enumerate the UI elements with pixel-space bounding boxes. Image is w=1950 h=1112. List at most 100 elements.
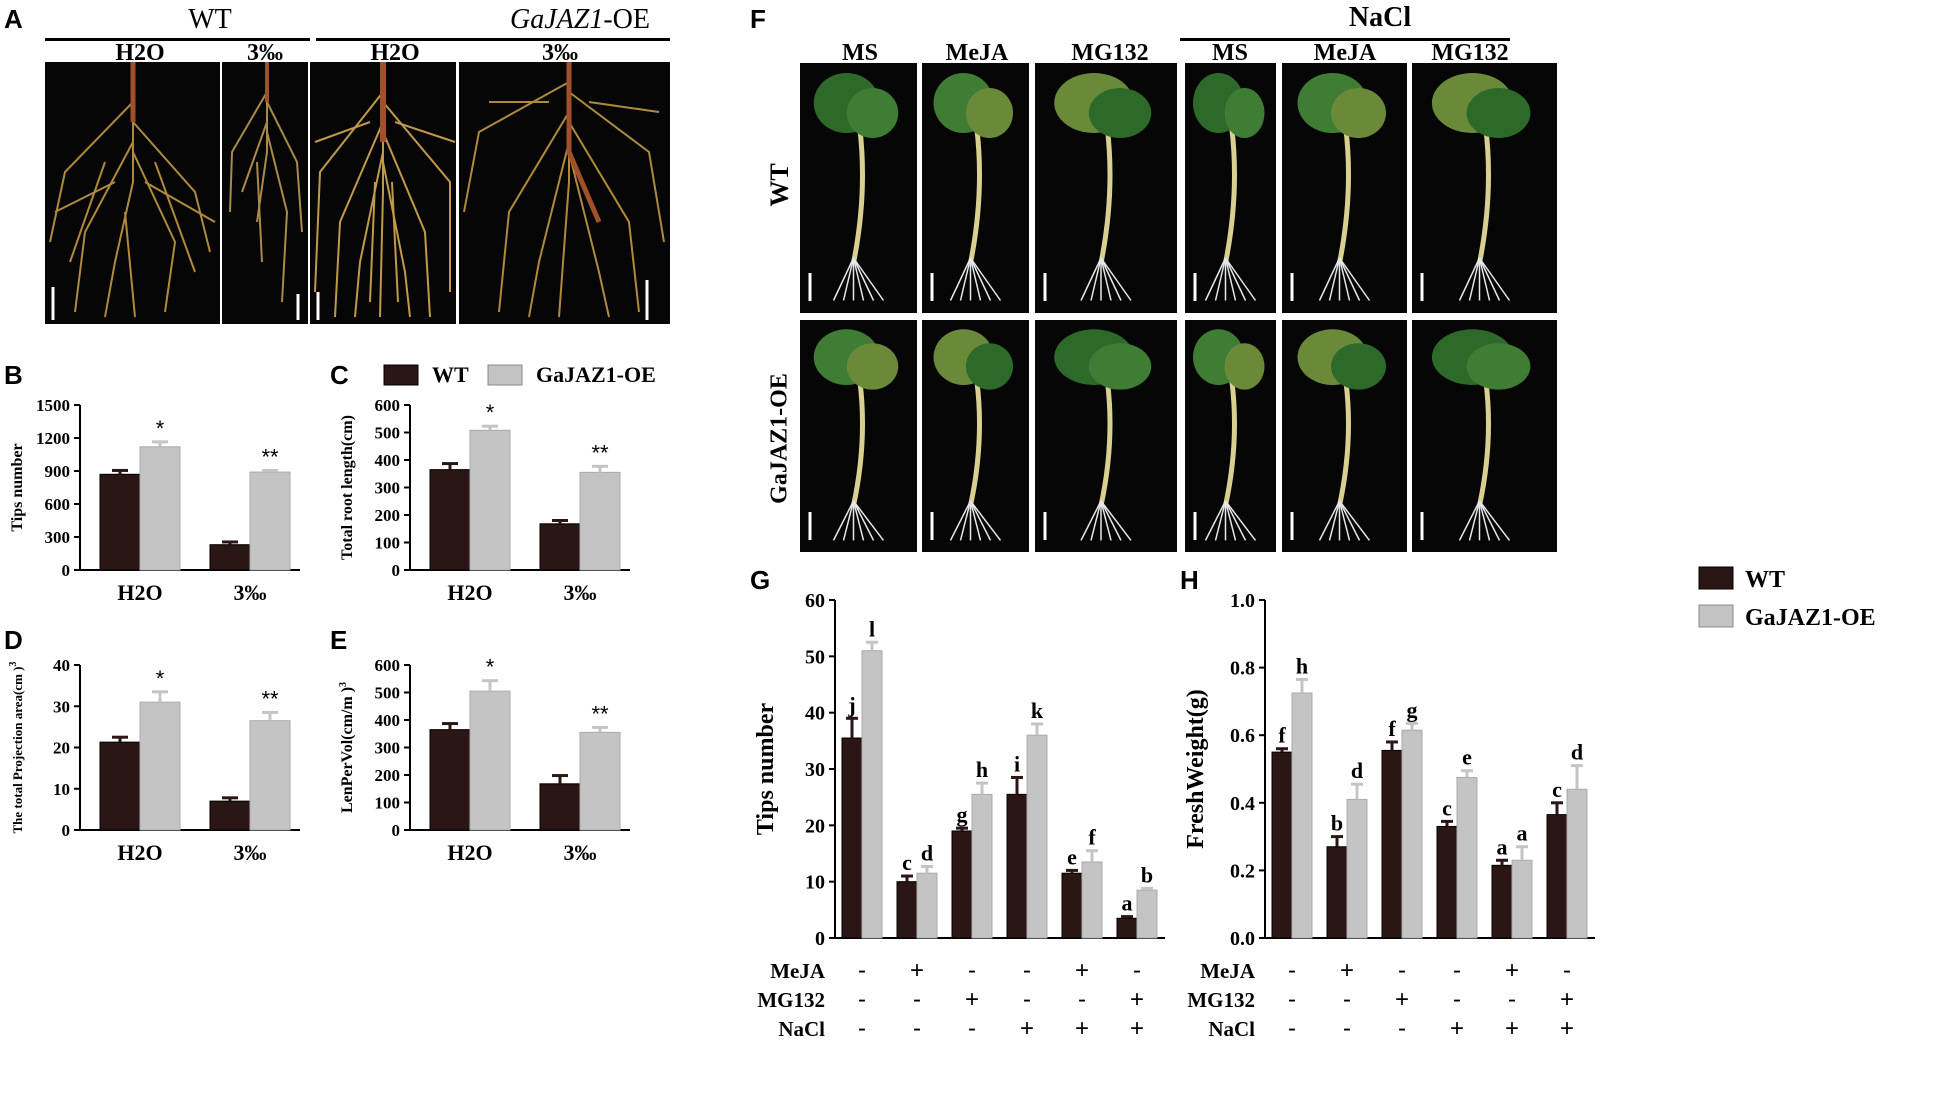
seedling-leaf — [1088, 88, 1152, 138]
seedling-root — [949, 257, 972, 301]
seedling-root — [1090, 257, 1102, 301]
seedling-root — [969, 500, 982, 541]
treatment-symbol: + — [1075, 1015, 1089, 1042]
bar-wt — [539, 783, 581, 831]
x-tick-label: 3‰ — [564, 840, 597, 865]
root-drawing — [314, 62, 456, 320]
legend-oe-label: GaJAZ1-OE — [536, 362, 656, 387]
seedling-root — [1100, 500, 1122, 541]
treatment-symbol: + — [1020, 1015, 1034, 1042]
bar-oe — [1456, 776, 1478, 939]
seedling-root — [1468, 257, 1481, 301]
treatment-symbol: - — [968, 957, 976, 984]
y-tick-label: 50 — [805, 646, 825, 668]
y-tick-label: 200 — [375, 766, 401, 785]
significance-letter: e — [1067, 844, 1077, 869]
treatment-label: NaCl — [1208, 1017, 1255, 1041]
seedling-photo-r2-c6 — [1412, 320, 1557, 552]
bar-wt — [1116, 917, 1138, 939]
seedling-leaf — [1331, 88, 1386, 138]
significance-mark: ** — [261, 444, 279, 469]
seedling-root — [1080, 257, 1102, 301]
seedling-photo-r2-c3 — [1035, 320, 1177, 552]
significance-letter: g — [1407, 697, 1418, 722]
legend-h-oe-label: GaJAZ1-OE — [1745, 605, 1876, 631]
bar-oe — [139, 446, 181, 571]
significance-letter: f — [1278, 723, 1286, 748]
seedling-root — [1224, 257, 1237, 301]
treatment-symbol: - — [1453, 986, 1461, 1013]
significance-mark: * — [156, 416, 165, 441]
bar-oe — [861, 650, 883, 939]
treatment-symbol: + — [965, 986, 979, 1013]
legend-oe-swatch — [487, 364, 523, 386]
chart-d-projection-area: 0 10 20 30 40 The total Projection area(cm )3… — [8, 656, 300, 865]
significance-letter: d — [1571, 740, 1583, 765]
y-axis-label: Total root length(cm) — [339, 415, 356, 560]
treatment-symbol: - — [1288, 957, 1296, 984]
panel-a-cond-3: H2O — [370, 40, 420, 66]
seedling-root — [1338, 500, 1371, 541]
treatment-symbol: - — [1453, 957, 1461, 984]
bar-wt — [841, 737, 863, 939]
legend-h-wt-label: WT — [1745, 567, 1785, 593]
bar-wt — [1546, 814, 1568, 939]
bar-wt — [209, 800, 251, 831]
seedling-photo-r1-c6 — [1412, 63, 1557, 313]
significance-letter: g — [957, 802, 968, 827]
seedling-stem — [1098, 370, 1113, 507]
seedling-root — [949, 500, 972, 541]
y-tick-label: 100 — [375, 794, 401, 813]
seedling-leaf — [1088, 343, 1152, 390]
seedling-leaf — [965, 88, 1014, 138]
y-tick-label: 400 — [375, 451, 401, 470]
bar-oe — [1511, 859, 1533, 939]
seedling-stem — [1477, 117, 1491, 264]
seedling-photo-r1-c2 — [922, 63, 1029, 313]
y-tick-label: 30 — [805, 759, 825, 781]
seedling-photo-r2-c2 — [922, 320, 1029, 552]
seedling-stem — [1223, 117, 1237, 264]
root-drawing — [463, 62, 665, 320]
y-tick-label: 600 — [375, 656, 401, 675]
seedling-root — [1478, 500, 1501, 541]
legend-h-oe-swatch — [1698, 604, 1734, 628]
treatment-symbol: + — [1340, 957, 1354, 984]
bar-oe — [1346, 798, 1368, 939]
seedling-root — [1468, 500, 1481, 541]
seedling-root — [1100, 500, 1112, 541]
y-axis-label: FreshWeight(g) — [1183, 689, 1209, 849]
seedling-root — [969, 257, 992, 301]
treatment-symbol: - — [858, 986, 866, 1013]
panel-f-col-3: MG132 — [1071, 40, 1149, 66]
significance-mark: * — [486, 655, 495, 680]
significance-letter: j — [847, 692, 855, 717]
significance-letter: h — [1296, 653, 1308, 678]
panel-a-wt-rule — [45, 38, 310, 41]
seedling-root — [1224, 257, 1257, 301]
y-tick-label: 200 — [375, 506, 401, 525]
x-tick-label: 3‰ — [564, 580, 597, 605]
treatment-symbol: + — [1560, 986, 1574, 1013]
seedling-drawing — [1290, 73, 1386, 301]
root-drawing — [49, 62, 216, 320]
y-tick-label: 0 — [62, 821, 71, 840]
y-tick-label: 0.4 — [1230, 793, 1255, 815]
seedling-root — [1478, 257, 1501, 301]
y-tick-label: 1200 — [36, 429, 70, 448]
significance-letter: b — [1331, 811, 1343, 836]
seedling-root — [852, 257, 875, 301]
significance-mark: * — [156, 666, 165, 691]
seedling-stem — [851, 117, 865, 264]
seedling-root — [842, 257, 855, 301]
chart-b-tips-number: 0 300 600 900 1200 1500 Tips number * H2O ** 3‰ — [9, 396, 300, 605]
y-tick-label: 30 — [53, 697, 70, 716]
y-axis-label: LenPerVol(cm/m )3 — [338, 682, 356, 813]
seedling-stem — [1223, 370, 1237, 507]
seedling-drawing — [808, 73, 899, 301]
treatment-symbol: + — [1560, 1015, 1574, 1042]
panel-f-row-oe: GaJAZ1-OE — [766, 373, 793, 504]
seedling-root — [1338, 257, 1361, 301]
seedling-root — [852, 500, 865, 541]
